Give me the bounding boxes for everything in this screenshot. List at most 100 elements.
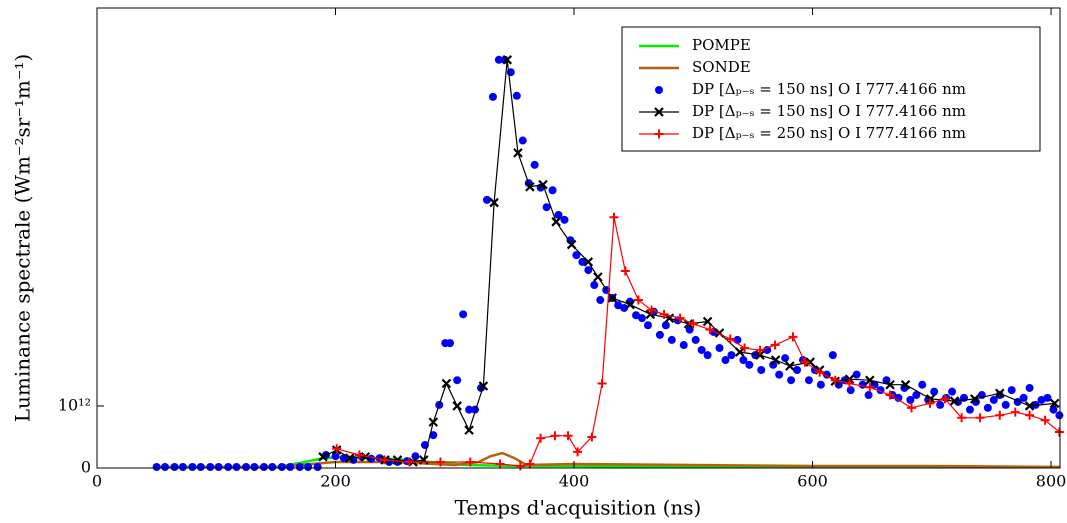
marker: [721, 356, 730, 365]
marker: [805, 357, 815, 367]
marker: [957, 413, 967, 423]
marker: [691, 335, 700, 344]
marker: [525, 182, 535, 192]
marker: [816, 380, 825, 389]
marker: [1010, 407, 1020, 417]
marker: [453, 376, 462, 385]
marker: [989, 395, 998, 404]
marker: [512, 91, 521, 100]
marker: [607, 293, 617, 303]
marker: [740, 343, 750, 353]
marker: [536, 433, 546, 443]
marker: [232, 463, 241, 472]
marker: [554, 210, 563, 219]
marker: [654, 129, 664, 139]
marker: [563, 431, 573, 441]
marker: [865, 375, 875, 385]
marker: [609, 212, 619, 222]
marker: [224, 463, 233, 472]
marker: [725, 334, 735, 344]
marker: [268, 463, 277, 472]
marker: [318, 452, 328, 462]
marker: [770, 340, 780, 350]
marker: [930, 387, 939, 396]
marker: [885, 390, 895, 400]
marker: [925, 398, 935, 408]
marker: [259, 463, 268, 472]
marker: [560, 215, 569, 224]
marker: [655, 86, 663, 94]
marker: [304, 463, 313, 472]
marker: [632, 311, 641, 320]
marker: [1054, 427, 1064, 437]
marker: [188, 463, 197, 472]
marker: [940, 394, 950, 404]
marker: [769, 360, 778, 369]
marker: [785, 361, 795, 371]
marker: [727, 351, 736, 360]
marker: [242, 463, 251, 472]
legend: POMPE SONDE DP [Δₚ₋ₛ = 150 ns] O I 777.416…: [621, 26, 1041, 152]
marker: [675, 313, 685, 323]
marker: [770, 355, 781, 365]
marker: [482, 195, 491, 204]
x-tick-label: 0: [92, 472, 102, 491]
marker: [793, 365, 802, 374]
marker: [638, 314, 647, 323]
legend-label: DP [Δₚ₋ₛ = 150 ns] O I 777.4166 nm: [692, 102, 966, 120]
series-line: [322, 59, 1055, 463]
marker: [846, 386, 855, 395]
marker: [313, 463, 322, 472]
y-axis-label: Luminance spectrale (Wm⁻²sr⁻¹m⁻¹): [11, 54, 35, 422]
marker: [277, 463, 286, 472]
marker: [411, 452, 420, 461]
marker: [918, 380, 927, 389]
marker: [1055, 411, 1064, 420]
marker: [865, 382, 875, 392]
marker: [614, 301, 623, 310]
marker: [702, 316, 713, 327]
marker: [551, 217, 561, 227]
legend-label: POMPE: [692, 36, 751, 54]
marker: [906, 395, 915, 404]
marker: [828, 351, 837, 360]
marker: [745, 360, 754, 369]
marker: [975, 413, 985, 423]
marker: [332, 444, 342, 454]
marker: [597, 379, 607, 389]
marker: [654, 107, 664, 117]
marker: [885, 379, 895, 390]
x-tick-label: 400: [559, 472, 590, 491]
marker: [502, 55, 513, 65]
y-tick-label: 0: [81, 458, 91, 477]
x-tick-label: 600: [797, 472, 828, 491]
y-tick-label: 10¹²: [58, 395, 91, 414]
legend-box: [621, 26, 1041, 152]
marker: [659, 309, 669, 319]
marker: [513, 148, 523, 158]
marker: [625, 299, 635, 310]
marker: [583, 257, 594, 267]
marker: [286, 463, 295, 472]
marker: [800, 357, 810, 367]
marker: [1019, 393, 1028, 402]
plot-area: [152, 55, 1064, 472]
marker: [152, 463, 161, 472]
marker: [969, 394, 980, 404]
marker: [379, 455, 389, 465]
marker: [755, 345, 765, 355]
marker: [1025, 383, 1034, 392]
marker: [441, 378, 452, 389]
marker: [160, 463, 169, 472]
marker: [852, 370, 861, 379]
marker: [515, 461, 525, 471]
x-tick-label: 800: [1036, 472, 1067, 491]
marker: [548, 186, 557, 195]
marker: [206, 463, 215, 472]
marker: [925, 394, 936, 404]
x-tick-label: 200: [320, 472, 351, 491]
marker: [465, 405, 474, 414]
marker: [936, 400, 945, 409]
marker: [995, 410, 1005, 420]
marker: [295, 463, 304, 472]
